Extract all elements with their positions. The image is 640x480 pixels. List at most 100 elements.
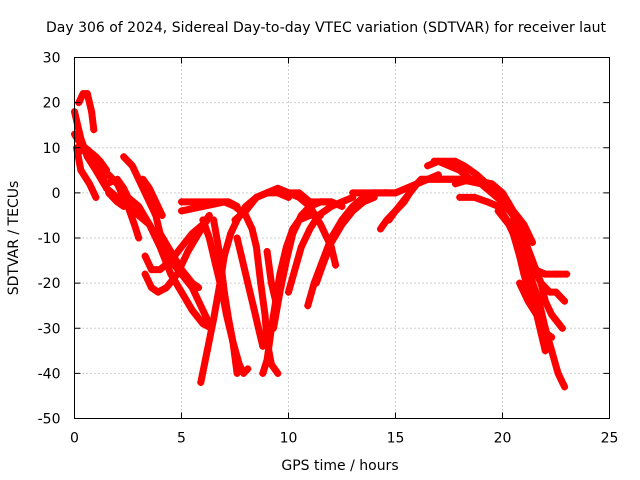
data-point (197, 378, 205, 386)
data-point (88, 108, 96, 116)
data-point (494, 189, 502, 197)
data-point (210, 198, 218, 206)
data-point (520, 243, 528, 251)
data-point (509, 216, 517, 224)
data-point (188, 306, 196, 314)
data-point (248, 225, 256, 233)
data-point (237, 252, 245, 260)
data-point (561, 297, 569, 305)
data-point (90, 126, 98, 134)
data-point (141, 252, 149, 260)
series-line (520, 243, 569, 305)
series-arc-37 (520, 243, 569, 305)
data-point (528, 239, 536, 247)
x-tick-label: 5 (177, 431, 186, 447)
data-point (77, 166, 85, 174)
data-point (274, 184, 282, 192)
data-point (317, 220, 325, 228)
data-point (216, 252, 224, 260)
data-point (242, 207, 250, 215)
data-point (148, 266, 156, 274)
y-axis-label: SDTVAR / TECUs (6, 181, 22, 296)
data-point (524, 297, 532, 305)
data-point (548, 333, 556, 341)
data-point (210, 315, 218, 323)
data-point (563, 270, 571, 278)
data-point (145, 184, 153, 192)
data-point (252, 193, 260, 201)
data-point (349, 207, 357, 215)
series-arc-8 (105, 189, 128, 210)
data-point (244, 365, 252, 373)
data-point (261, 311, 269, 319)
data-point (263, 356, 271, 364)
series-arc-24 (263, 248, 280, 305)
data-point (199, 216, 207, 224)
data-point (434, 157, 442, 165)
data-point (145, 198, 153, 206)
data-point (304, 302, 312, 310)
data-point (158, 211, 166, 219)
data-point (473, 171, 481, 179)
data-point (392, 189, 399, 197)
y-tick-label: 10 (43, 141, 61, 157)
y-tick-label: 20 (43, 96, 61, 112)
data-point (227, 229, 235, 237)
data-point (145, 220, 153, 228)
series-arc-18 (210, 216, 241, 377)
series-line (141, 216, 211, 296)
data-point (178, 198, 185, 206)
data-point (152, 211, 160, 219)
series-line (285, 193, 357, 296)
x-tick-label: 15 (387, 431, 405, 447)
data-point (460, 162, 468, 170)
y-tick-label: -50 (38, 412, 61, 428)
data-point (152, 198, 160, 206)
data-point (297, 243, 305, 251)
data-point (445, 162, 453, 170)
data-point (537, 279, 545, 287)
data-point (154, 288, 162, 296)
data-point (240, 369, 248, 377)
data-point (317, 198, 325, 206)
series-arc-11 (139, 175, 166, 219)
data-point (205, 234, 213, 242)
data-point (195, 198, 203, 206)
data-point (312, 279, 320, 287)
data-point (113, 198, 121, 206)
data-point (225, 198, 233, 206)
data-point (505, 202, 513, 210)
data-point (220, 288, 228, 296)
series-line (451, 175, 566, 332)
data-point (535, 297, 543, 305)
data-point (516, 234, 524, 242)
data-point (516, 279, 524, 287)
data-point (524, 266, 532, 274)
y-tick-label: -10 (38, 231, 61, 247)
data-point (451, 180, 459, 188)
axes: 0 5 10 15 20 25 -50 -40 -30 -20 -10 0 10 20 30 (38, 51, 619, 447)
series-arc-28 (349, 171, 442, 197)
data-point (252, 243, 260, 251)
data-point (210, 216, 218, 224)
data-point (451, 157, 459, 165)
series-line (139, 175, 166, 219)
data-point (327, 202, 335, 210)
y-tick-label: 30 (43, 51, 61, 67)
data-point (319, 261, 327, 269)
series-arc-10 (124, 202, 143, 242)
data-point (83, 90, 91, 98)
x-tick-label: 25 (601, 431, 619, 447)
data-point (267, 279, 275, 287)
series-arc-5 (75, 90, 98, 134)
data-point (471, 193, 479, 201)
series-arc-35 (494, 207, 569, 391)
data-point (385, 216, 393, 224)
data-point (167, 248, 175, 256)
data-point (552, 288, 560, 296)
data-point (561, 383, 569, 391)
data-point (156, 266, 164, 274)
data-point (338, 220, 346, 228)
data-point (554, 369, 562, 377)
data-point (494, 207, 502, 215)
